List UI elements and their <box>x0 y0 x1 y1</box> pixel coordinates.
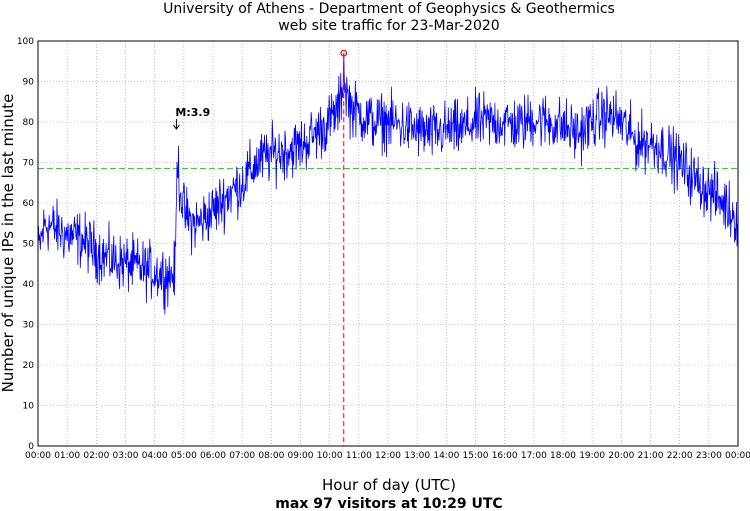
x-tick-label: 02:00 <box>83 451 109 461</box>
y-tick-label: 70 <box>23 159 35 169</box>
y-tick-label: 30 <box>23 321 35 331</box>
x-tick-label: 01:00 <box>54 451 80 461</box>
x-tick-label: 04:00 <box>142 451 168 461</box>
x-tick-label: 09:00 <box>288 451 314 461</box>
x-tick-label: 07:00 <box>229 451 255 461</box>
y-tick-label: 50 <box>23 240 35 250</box>
x-tick-label: 22:00 <box>667 451 693 461</box>
x-tick-label: 17:00 <box>521 451 547 461</box>
y-axis-ticks: 0 10 20 30 40 50 60 70 80 90 100 <box>17 37 34 452</box>
x-tick-label: 06:00 <box>200 451 226 461</box>
plot-frame <box>37 40 739 447</box>
y-tick-label: 80 <box>23 118 35 128</box>
x-tick-label: 03:00 <box>113 451 139 461</box>
x-tick-label: 21:00 <box>638 451 664 461</box>
x-tick-label: 11:00 <box>346 451 372 461</box>
x-tick-label: 16:00 <box>492 451 518 461</box>
x-axis-ticks: 00:00 01:00 02:00 03:00 04:00 05:00 06:00 07:00… <box>25 451 750 461</box>
chart-title-line-2: web site traffic for 23-Mar-2020 <box>278 18 499 34</box>
x-tick-label: 15:00 <box>463 451 489 461</box>
y-tick-label: 100 <box>17 37 34 47</box>
x-tick-label: 08:00 <box>258 451 284 461</box>
x-tick-label: 23:00 <box>696 451 722 461</box>
y-tick-label: 40 <box>23 280 35 290</box>
y-tick-label: 0 <box>28 442 34 452</box>
y-tick-label: 20 <box>23 361 35 371</box>
peak-marker <box>340 49 348 57</box>
x-tick-label: 13:00 <box>404 451 430 461</box>
y-tick-label: 10 <box>23 402 35 412</box>
x-axis-label: Hour of day (UTC) <box>322 476 456 494</box>
x-tick-label: 10:00 <box>317 451 343 461</box>
x-tick-label: 20:00 <box>608 451 634 461</box>
max-visitors-note: max 97 visitors at 10:29 UTC <box>275 496 502 511</box>
plot-area <box>38 41 738 446</box>
x-tick-label: 12:00 <box>375 451 401 461</box>
y-tick-label: 90 <box>23 78 35 88</box>
traffic-series-line <box>37 53 739 315</box>
earthquake-label: M:3.9 <box>175 106 210 119</box>
chart-title-line-1: University of Athens - Department of Geo… <box>163 1 615 17</box>
x-tick-label: 05:00 <box>171 451 197 461</box>
y-axis-label: Number of unique IPs in the last minute <box>0 94 17 393</box>
y-tick-label: 60 <box>23 199 35 209</box>
x-tick-label: 19:00 <box>579 451 605 461</box>
x-tick-label: 00:00 <box>725 451 750 461</box>
down-arrow-icon <box>173 124 180 130</box>
x-tick-label: 18:00 <box>550 451 576 461</box>
x-tick-label: 00:00 <box>25 451 51 461</box>
x-tick-label: 14:00 <box>433 451 459 461</box>
earthquake-annotation: M:3.9 <box>173 106 210 130</box>
